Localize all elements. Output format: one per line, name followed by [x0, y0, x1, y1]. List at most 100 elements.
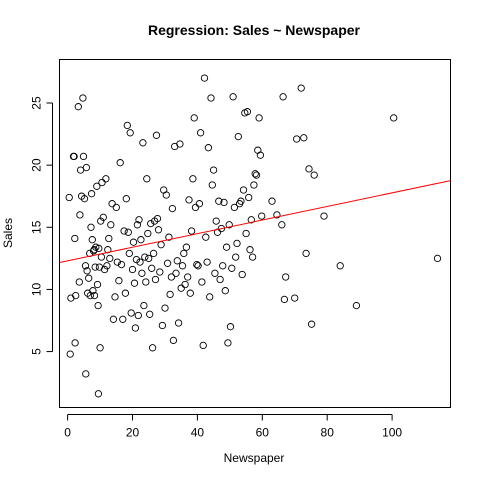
data-point	[307, 320, 316, 328]
data-point	[88, 236, 96, 244]
data-point	[147, 219, 155, 228]
x-axis-label: Newspaper	[224, 451, 285, 465]
data-point	[219, 262, 227, 270]
data-point	[90, 291, 99, 300]
data-point	[81, 262, 90, 270]
data-point	[111, 293, 119, 301]
data-point	[173, 257, 181, 265]
data-point	[93, 182, 101, 190]
data-point	[204, 144, 213, 152]
data-point	[247, 216, 255, 224]
data-point	[156, 268, 164, 276]
chart-title: Regression: Sales ~ Newspaper	[148, 22, 361, 38]
data-point	[186, 289, 194, 297]
data-point	[209, 166, 218, 174]
data-point	[161, 304, 169, 312]
data-point	[252, 171, 261, 179]
data-point	[194, 262, 202, 270]
data-point	[89, 287, 97, 295]
plot-area	[59, 59, 451, 408]
data-point	[278, 221, 286, 229]
data-point	[137, 236, 145, 244]
data-point	[248, 253, 257, 261]
data-point	[190, 114, 198, 122]
data-point	[282, 273, 290, 281]
data-point	[131, 324, 140, 332]
data-point	[142, 278, 150, 286]
y-tick-label: 5	[30, 348, 44, 355]
data-point	[108, 200, 116, 208]
data-point	[229, 93, 237, 101]
y-tick-label: 10	[30, 282, 44, 296]
data-point	[212, 217, 220, 225]
y-axis-label: Sales	[1, 218, 15, 248]
data-point	[242, 229, 250, 238]
data-point	[121, 289, 130, 297]
data-point	[310, 171, 318, 179]
data-point	[80, 195, 89, 203]
data-point	[302, 249, 310, 258]
data-point	[113, 258, 121, 266]
data-point	[352, 301, 361, 310]
data-point	[268, 197, 276, 205]
plot-frame	[59, 59, 451, 408]
data-point	[151, 275, 160, 284]
data-point	[336, 262, 344, 270]
data-point	[83, 267, 91, 275]
regression-line	[59, 180, 451, 264]
data-point	[239, 186, 248, 194]
data-point	[128, 265, 137, 274]
data-point	[141, 253, 149, 261]
data-point	[169, 336, 178, 345]
data-point	[138, 269, 146, 277]
data-point	[198, 278, 206, 286]
data-point	[233, 239, 241, 248]
data-point	[174, 319, 183, 327]
data-point	[224, 339, 232, 347]
y-tick-label: 25	[30, 96, 44, 110]
data-point	[255, 114, 263, 122]
data-point	[112, 203, 120, 212]
data-point	[82, 370, 90, 378]
data-point	[120, 227, 128, 235]
data-point	[106, 254, 114, 263]
data-point	[433, 254, 442, 263]
data-point	[133, 221, 142, 229]
y-axis: 5 10 15 20 25	[30, 96, 53, 355]
data-point	[195, 200, 204, 208]
data-point	[250, 181, 258, 189]
data-point	[152, 131, 161, 139]
data-point	[207, 94, 215, 102]
data-point	[305, 165, 313, 173]
data-point	[222, 243, 231, 251]
data-point	[116, 159, 124, 167]
data-point	[273, 211, 281, 219]
data-point	[203, 258, 211, 266]
data-point	[66, 350, 74, 358]
data-point	[124, 228, 132, 236]
data-point	[200, 74, 209, 82]
data-point	[189, 175, 197, 183]
data-point	[202, 233, 210, 241]
data-point	[258, 212, 266, 220]
data-point	[153, 214, 162, 223]
data-point	[145, 254, 153, 263]
data-point	[119, 315, 127, 323]
data-point	[199, 341, 207, 350]
data-point	[232, 253, 240, 261]
data-point	[93, 280, 102, 289]
data-point	[256, 151, 265, 159]
data-point	[91, 263, 99, 271]
data-point	[98, 178, 106, 187]
data-point	[177, 284, 185, 292]
data-point	[230, 203, 239, 212]
data-point	[168, 204, 177, 213]
data-point	[157, 241, 165, 249]
x-tick-label: 60	[256, 426, 270, 440]
data-point	[117, 260, 126, 269]
data-point	[87, 223, 95, 231]
data-point	[71, 339, 79, 347]
data-point	[279, 93, 287, 101]
data-point	[70, 152, 78, 161]
data-point	[130, 279, 139, 287]
